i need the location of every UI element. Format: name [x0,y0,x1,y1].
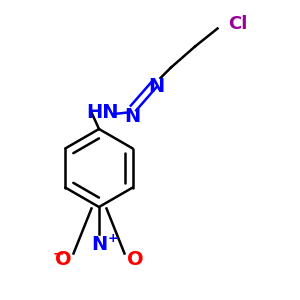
Text: N: N [124,107,140,127]
Text: HN: HN [86,103,118,122]
Text: +: + [107,232,118,245]
Text: −: − [53,247,64,260]
Text: O: O [55,250,71,269]
Text: N: N [148,77,164,97]
Text: Cl: Cl [228,15,248,33]
Text: N: N [91,235,107,254]
Text: O: O [127,250,143,269]
